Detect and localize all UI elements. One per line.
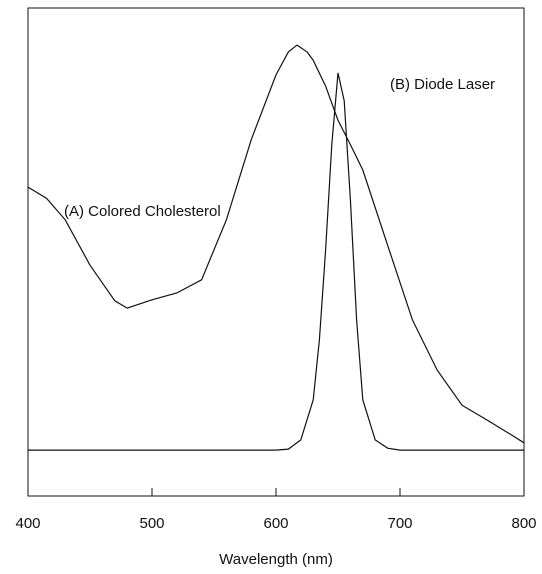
x-axis-label: Wavelength (nm)	[219, 551, 333, 568]
x-tick-label: 500	[139, 515, 164, 532]
x-tick-label: 400	[15, 515, 40, 532]
x-tick-label: 700	[387, 515, 412, 532]
x-tick-label: 800	[511, 515, 536, 532]
x-tick-label: 600	[263, 515, 288, 532]
series-label: (B) Diode Laser	[390, 76, 495, 93]
series-line	[28, 72, 524, 451]
series-line	[27, 44, 525, 444]
series-label: (A) Colored Cholesterol	[64, 203, 221, 220]
